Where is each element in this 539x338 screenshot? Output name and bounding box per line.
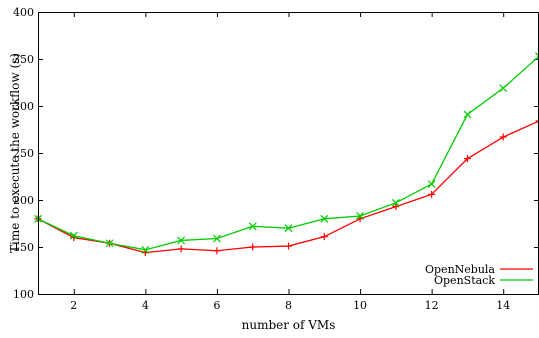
data-point-opennebula	[321, 233, 328, 240]
data-point-opennebula	[178, 245, 185, 252]
x-tick-label: 12	[425, 299, 439, 312]
data-point-openstack	[428, 181, 435, 188]
x-tick-label: 8	[285, 299, 292, 312]
y-tick-label: 400	[13, 6, 34, 19]
data-point-opennebula	[285, 243, 292, 250]
data-point-opennebula	[213, 247, 220, 254]
x-tick-label: 4	[142, 299, 149, 312]
series-layer	[35, 53, 539, 256]
series-line-openstack	[38, 56, 539, 250]
x-tick-label: 6	[213, 299, 220, 312]
data-point-opennebula	[500, 134, 507, 141]
series-line-opennebula	[38, 121, 539, 253]
x-tick-label: 10	[353, 299, 367, 312]
data-point-opennebula	[249, 244, 256, 251]
y-axis-label: Time to execute the workflow (s)	[8, 53, 22, 253]
x-tick-label: 2	[70, 299, 77, 312]
data-point-openstack	[500, 85, 507, 92]
x-tick-label: 14	[496, 299, 510, 312]
legend-label-openstack: OpenStack	[434, 274, 495, 287]
x-axis-label: number of VMs	[242, 318, 336, 332]
plot-frame	[39, 13, 539, 295]
data-point-openstack	[464, 111, 471, 118]
y-tick-label: 100	[13, 288, 34, 301]
